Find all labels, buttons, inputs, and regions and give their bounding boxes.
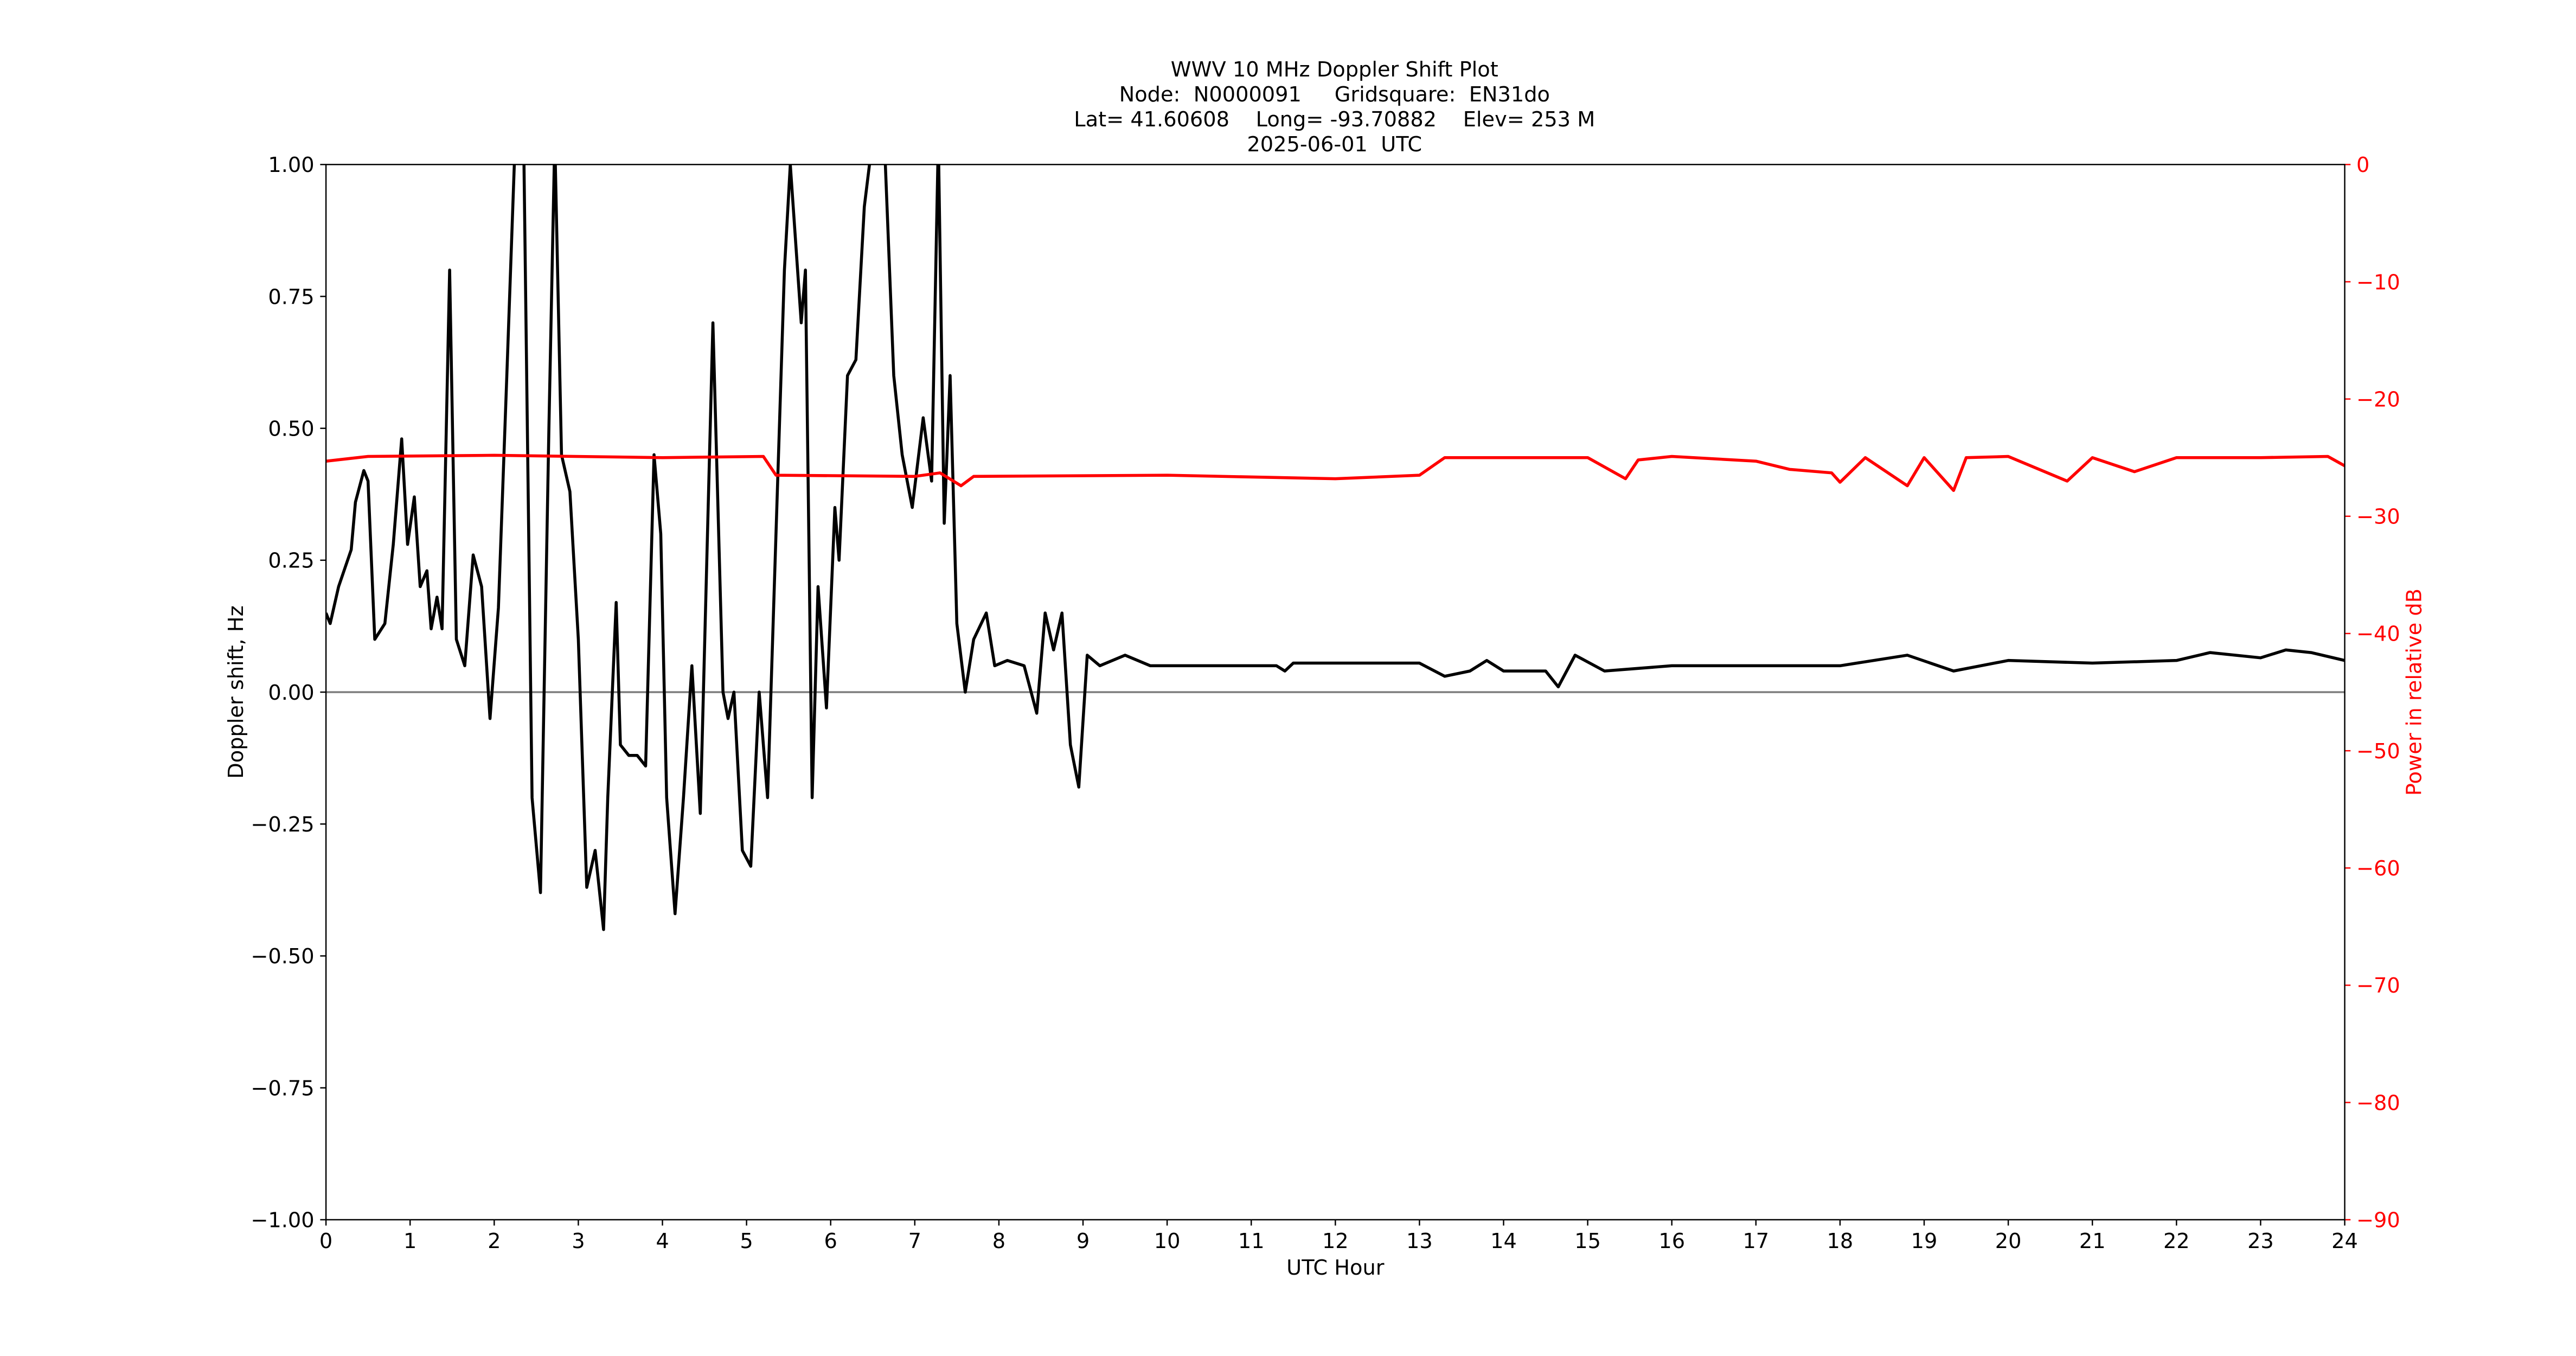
x-tick-label: 7 [908,1229,921,1253]
y2-tick-label: −80 [2356,1091,2400,1115]
x-tick-label: 16 [1658,1229,1685,1253]
x-tick-label: 1 [403,1229,416,1253]
y2-tick-label: −40 [2356,622,2400,647]
x-tick-label: 20 [1995,1229,2022,1253]
chart-subtitle: 2025-06-01 UTC [1247,132,1422,157]
x-tick-label: 12 [1322,1229,1349,1253]
y-tick-label: 0.75 [268,285,314,309]
y-tick-label: 0.00 [268,681,314,705]
x-axis-label: UTC Hour [1286,1256,1385,1280]
y-tick-label: −0.50 [251,944,314,969]
y-tick-label: 1.00 [268,153,314,177]
x-tick-label: 19 [1911,1229,1938,1253]
x-tick-label: 23 [2247,1229,2274,1253]
y2-tick-label: 0 [2356,153,2369,177]
x-tick-label: 10 [1154,1229,1181,1253]
y2-tick-label: −50 [2356,739,2400,764]
x-tick-label: 13 [1406,1229,1433,1253]
x-tick-label: 0 [319,1229,332,1253]
y2-tick-label: −30 [2356,505,2400,529]
chart-subtitle: Lat= 41.60608 Long= -93.70882 Elev= 253 … [1074,107,1595,132]
x-tick-label: 3 [572,1229,585,1253]
x-tick-label: 18 [1827,1229,1854,1253]
x-tick-label: 14 [1490,1229,1517,1253]
chart-title: WWV 10 MHz Doppler Shift Plot [1171,57,1498,82]
x-tick-label: 2 [488,1229,501,1253]
y2-tick-label: −10 [2356,270,2400,295]
plot-frame [325,164,2346,1220]
y-tick-label: 0.50 [268,417,314,441]
y2-axis-label: Power in relative dB [2402,589,2426,796]
x-tick-label: 8 [992,1229,1005,1253]
series-line [326,164,2345,931]
series-line [326,453,2345,492]
y-tick-label: 0.25 [268,549,314,573]
x-tick-label: 24 [2331,1229,2358,1253]
y2-tick-label: −60 [2356,856,2400,881]
x-tick-label: 5 [740,1229,753,1253]
x-tick-label: 21 [2079,1229,2106,1253]
y-axis-label: Doppler shift, Hz [224,605,248,778]
y-tick-label: −1.00 [251,1208,314,1233]
y2-tick-label: −90 [2356,1208,2400,1233]
y2-tick-label: −70 [2356,974,2400,998]
y-tick-label: −0.75 [251,1076,314,1101]
x-tick-label: 17 [1742,1229,1769,1253]
chart-subtitle: Node: N0000091 Gridsquare: EN31do [1119,82,1550,107]
x-tick-label: 15 [1574,1229,1601,1253]
x-tick-label: 22 [2163,1229,2190,1253]
x-tick-label: 9 [1076,1229,1090,1253]
y2-tick-label: −20 [2356,387,2400,412]
x-tick-label: 6 [824,1229,837,1253]
x-tick-label: 11 [1238,1229,1265,1253]
x-tick-label: 4 [656,1229,669,1253]
y-tick-label: −0.25 [251,813,314,837]
